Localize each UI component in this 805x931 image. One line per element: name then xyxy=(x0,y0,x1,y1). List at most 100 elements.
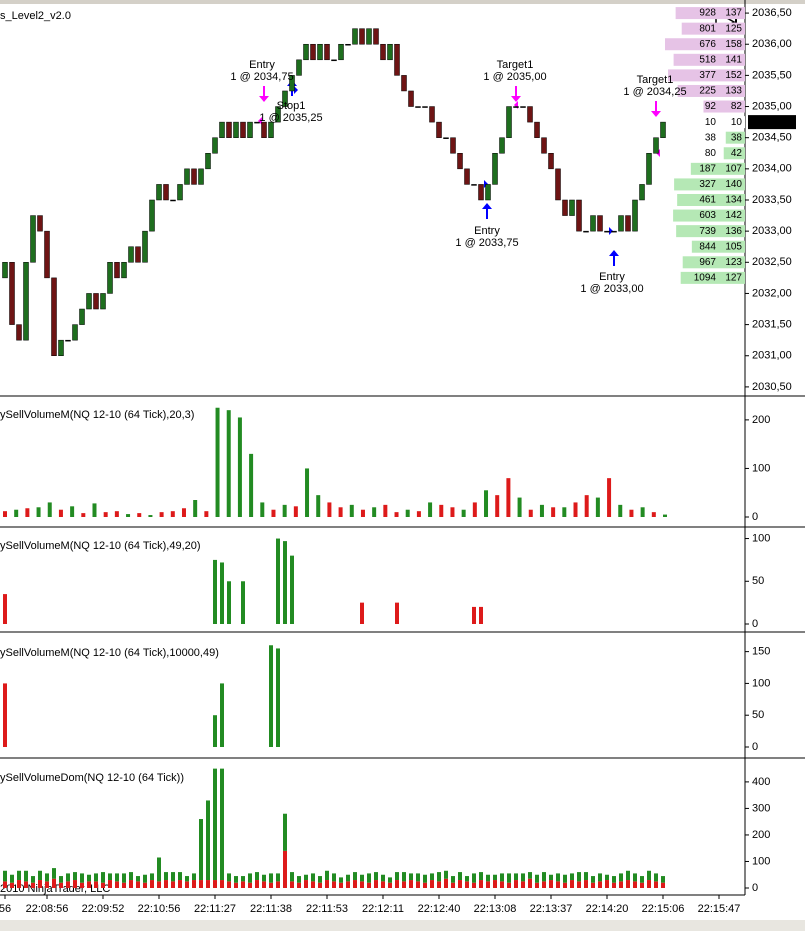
volume-bar xyxy=(92,503,97,517)
volume-bar xyxy=(360,509,365,517)
depth-bar xyxy=(674,178,745,191)
volume-segment xyxy=(164,880,168,888)
volume-bar xyxy=(14,509,19,517)
x-tick-label: 22:08:56 xyxy=(26,903,69,915)
cumulative-size: 801 xyxy=(699,23,716,34)
candle xyxy=(191,168,197,185)
volume-segment xyxy=(24,870,28,882)
x-tick-label: 22:15:06 xyxy=(642,903,685,915)
volume-bar xyxy=(372,507,377,517)
volume-segment xyxy=(129,880,133,888)
volume-segment xyxy=(654,881,658,888)
volume-segment xyxy=(164,872,168,881)
x-tick-label: 22:11:38 xyxy=(250,903,292,915)
volume-segment xyxy=(3,870,7,882)
depth-bar xyxy=(665,38,745,51)
volume-segment xyxy=(500,881,504,888)
volume-segment xyxy=(346,881,350,888)
volume-segment xyxy=(220,768,224,881)
candle xyxy=(618,215,624,232)
candle xyxy=(23,262,29,341)
volume-segment xyxy=(388,877,392,883)
volume-segment xyxy=(535,882,539,888)
volume-segment xyxy=(542,881,546,888)
cumulative-size: 187 xyxy=(699,163,716,174)
volume-segment xyxy=(17,870,21,881)
candle xyxy=(352,28,358,45)
y-tick-label: 2032,50 xyxy=(752,256,792,268)
volume-segment xyxy=(157,881,161,888)
volume-segment xyxy=(17,880,21,888)
volume-bar xyxy=(618,504,623,517)
candle xyxy=(590,215,596,232)
volume-segment xyxy=(640,882,644,888)
volume-bar xyxy=(416,511,421,517)
volume-segment xyxy=(409,880,413,888)
volume-segment xyxy=(416,881,420,888)
volume-segment xyxy=(402,881,406,888)
depth-bar xyxy=(703,100,745,113)
volume-segment xyxy=(199,819,203,881)
y-tick-label: 2035,00 xyxy=(752,100,792,112)
volume-segment xyxy=(465,876,469,882)
y-tick-label: 200 xyxy=(752,414,770,426)
volume-segment xyxy=(73,872,77,881)
volume-segment xyxy=(626,870,630,881)
volume-segment xyxy=(437,881,441,888)
level-size: 125 xyxy=(725,23,742,34)
level-size: 123 xyxy=(725,257,742,268)
volume-bar xyxy=(360,602,364,624)
volume-segment xyxy=(178,880,182,888)
volume-bar xyxy=(584,495,589,517)
y-tick-label: 0 xyxy=(752,511,758,523)
candle xyxy=(170,199,176,202)
volume-segment xyxy=(472,882,476,888)
volume-segment xyxy=(80,873,84,883)
y-tick-label: 2035,50 xyxy=(752,69,792,81)
volume-bar xyxy=(595,497,600,517)
trade-annotation: 1 @ 2033,00 xyxy=(580,283,643,295)
volume-bar xyxy=(103,512,108,517)
volume-segment xyxy=(633,873,637,882)
volume-segment xyxy=(430,880,434,888)
volume-segment xyxy=(129,872,133,881)
volume-segment xyxy=(661,882,665,888)
volume-segment xyxy=(626,880,630,888)
candle xyxy=(422,106,428,108)
candle xyxy=(443,137,449,139)
volume-segment xyxy=(395,880,399,888)
candle xyxy=(527,106,533,123)
depth-bar xyxy=(680,271,745,284)
volume-segment xyxy=(101,882,105,888)
volume-segment xyxy=(66,881,70,888)
cumulative-size: 461 xyxy=(699,195,716,206)
candle xyxy=(65,339,71,342)
volume-segment xyxy=(276,881,280,888)
trade-annotation: Entry xyxy=(599,271,625,283)
volume-segment xyxy=(10,882,14,888)
volume-segment xyxy=(374,872,378,881)
candle xyxy=(219,121,225,138)
volume-segment xyxy=(542,872,546,882)
volume-bar xyxy=(495,495,500,517)
candle xyxy=(338,43,344,61)
volume-segment xyxy=(269,882,273,888)
volume-segment xyxy=(94,881,98,888)
volume-segment xyxy=(87,874,91,882)
level-size: 105 xyxy=(725,241,742,252)
scrollbar[interactable] xyxy=(0,920,805,931)
y-tick-label: 100 xyxy=(752,855,770,867)
volume-bar xyxy=(213,715,217,747)
candle xyxy=(177,184,183,201)
volume-bar xyxy=(479,606,483,624)
volume-bar xyxy=(81,513,86,517)
volume-segment xyxy=(10,874,14,883)
volume-segment xyxy=(332,881,336,888)
volume-segment xyxy=(325,870,329,881)
volume-bar xyxy=(249,453,254,517)
last-price-label: 2034,75 xyxy=(752,116,792,128)
level-size: 140 xyxy=(725,179,742,190)
volume-bar xyxy=(528,509,533,517)
volume-bar xyxy=(181,508,186,517)
volume-bar xyxy=(220,683,224,747)
